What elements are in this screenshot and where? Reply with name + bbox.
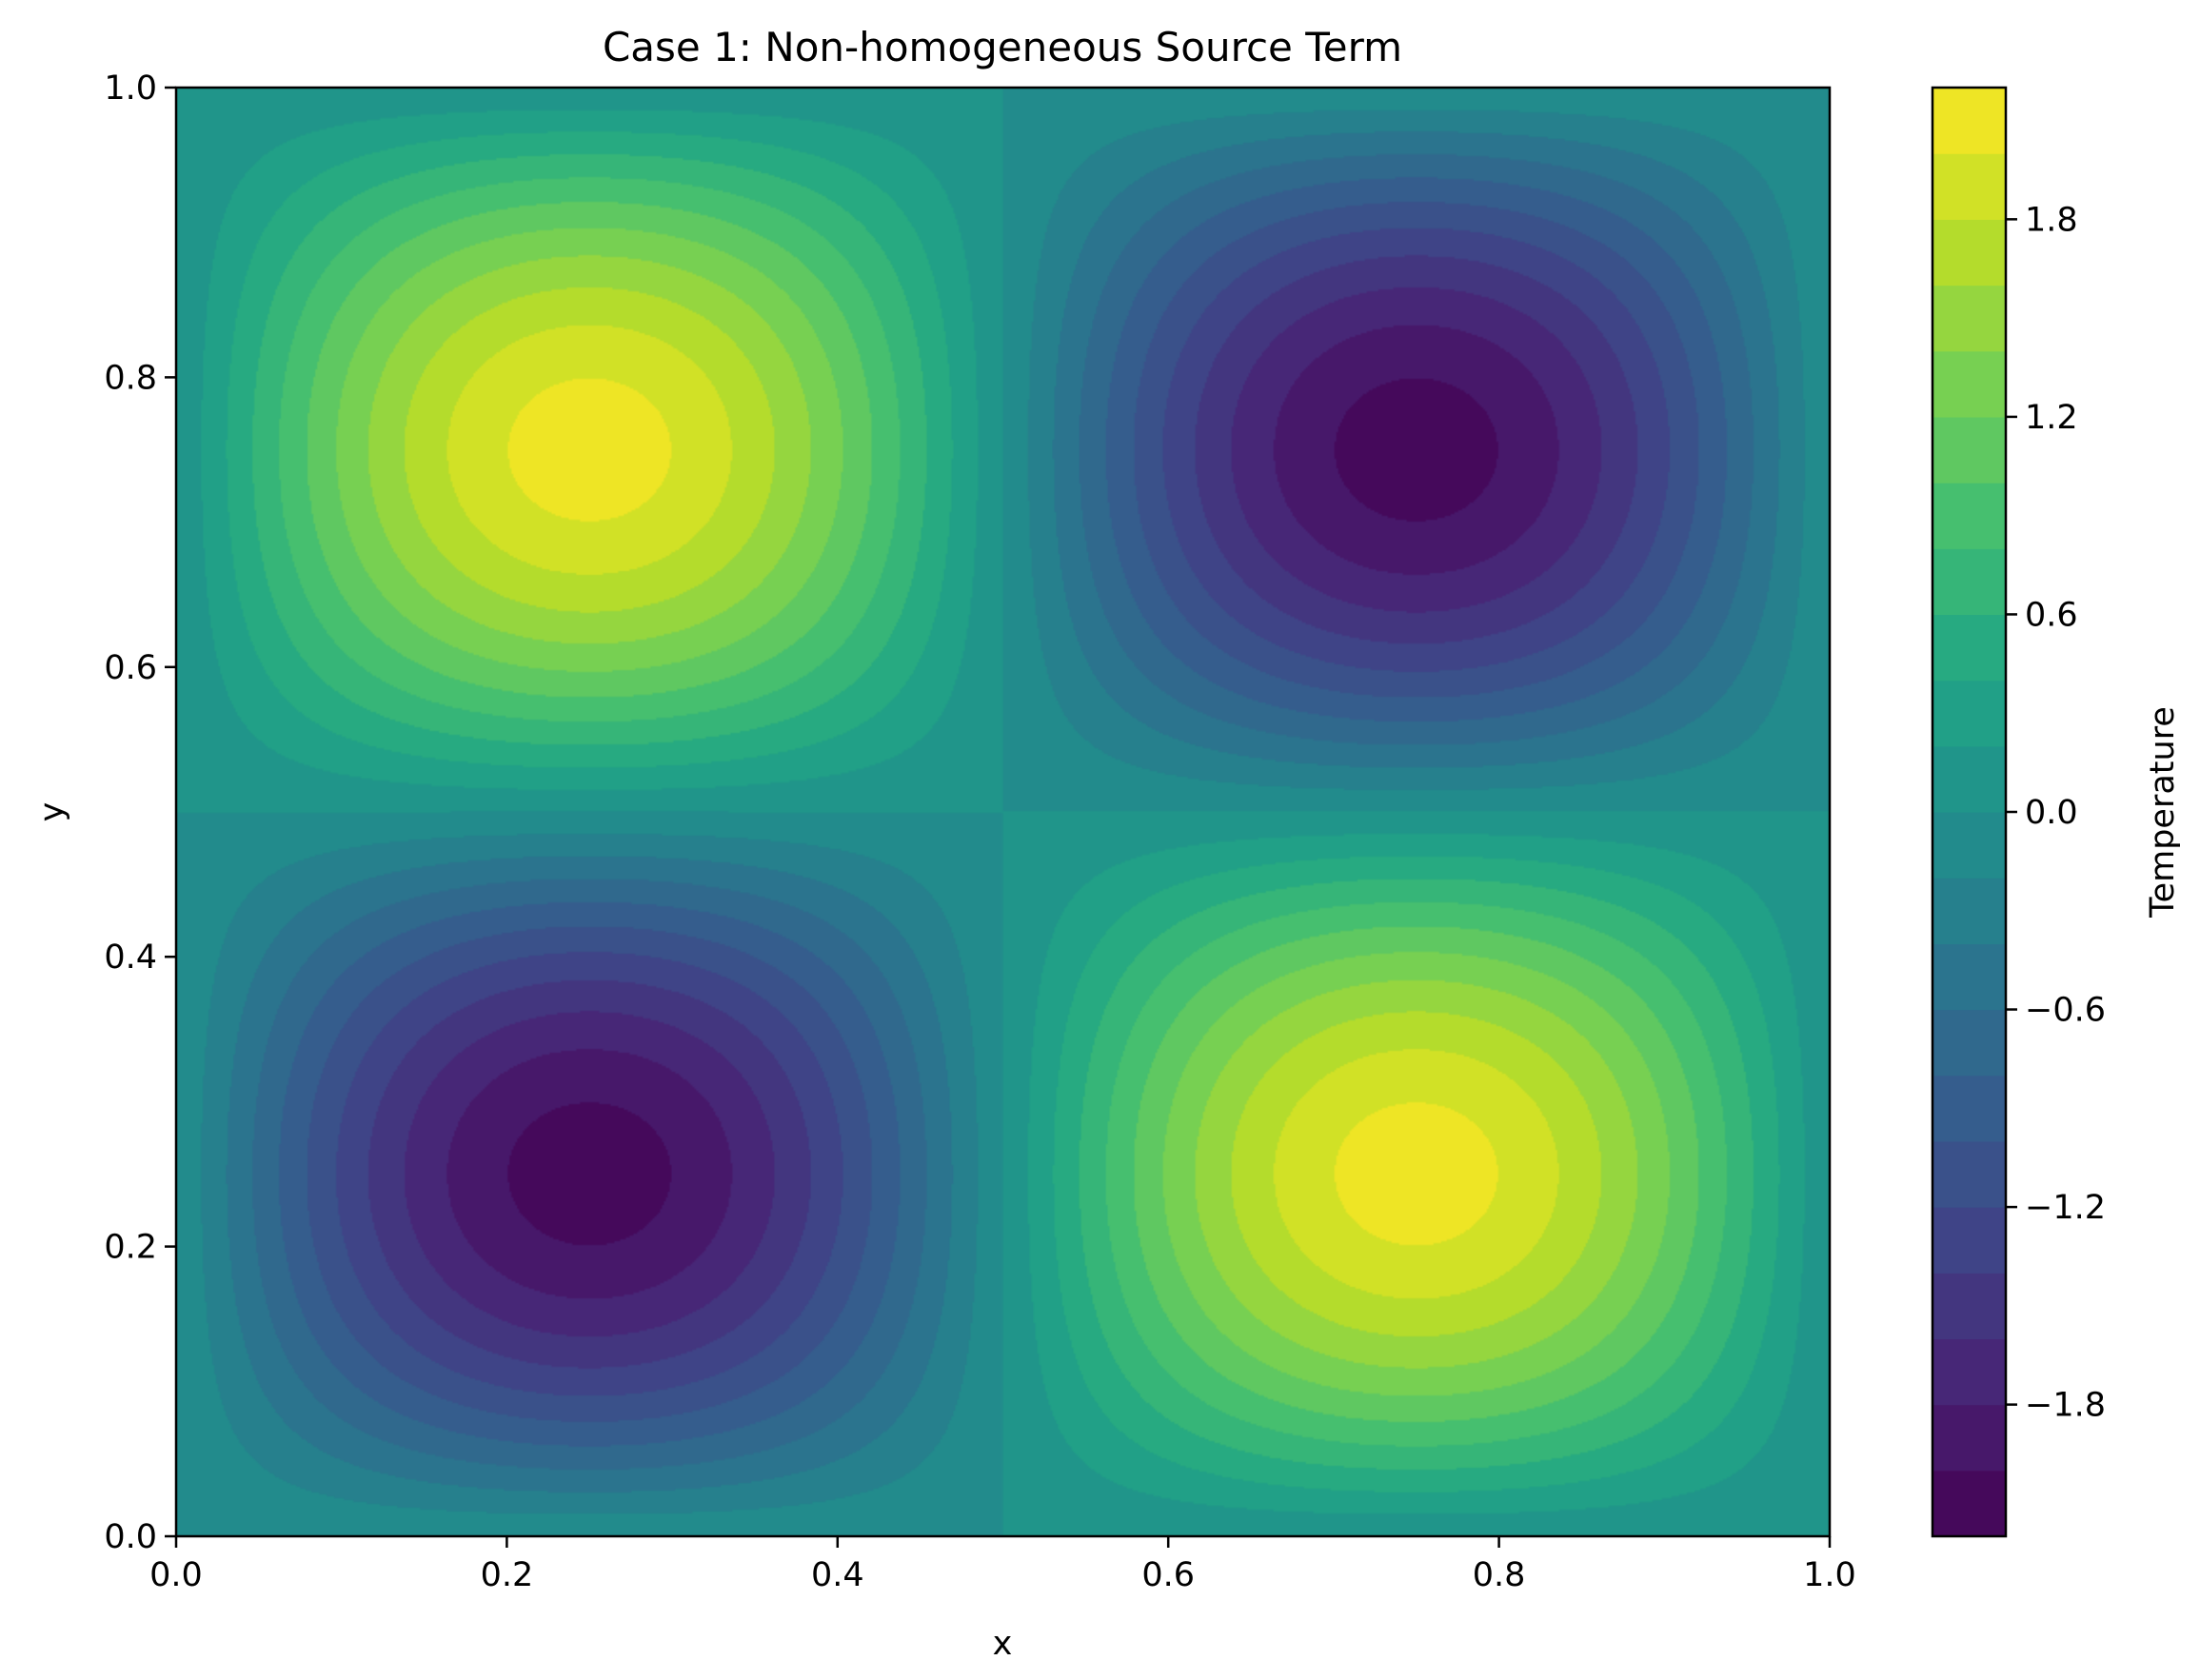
colorbar-label: Temperature xyxy=(2144,706,2182,919)
colorbar-tick-label: −0.6 xyxy=(2025,992,2106,1030)
y-axis: 0.0 0.2 0.4 0.6 0.8 1.0 xyxy=(104,69,176,1556)
colorbar-tick-label: −1.2 xyxy=(2025,1189,2106,1227)
colorbar-tick-label: 0.0 xyxy=(2025,794,2078,832)
plot-frame xyxy=(174,86,1832,1538)
x-tick-label: 1.0 xyxy=(1803,1556,1856,1594)
x-axis-label: x xyxy=(993,1625,1013,1663)
x-tick-label: 0.6 xyxy=(1141,1556,1195,1594)
x-tick-label: 0.2 xyxy=(481,1556,534,1594)
colorbar-frame xyxy=(1931,86,2008,1538)
y-tick-label: 0.8 xyxy=(104,359,157,397)
colorbar-band xyxy=(1932,350,2006,418)
colorbar-band xyxy=(1932,1470,2006,1537)
colorbar-band xyxy=(1932,548,2006,616)
colorbar-band xyxy=(1932,1075,2006,1142)
colorbar-band xyxy=(1932,285,2006,352)
colorbar-tick-label: 1.2 xyxy=(2025,399,2078,437)
y-tick-label: 0.2 xyxy=(104,1229,157,1267)
colorbar-band xyxy=(1932,680,2006,747)
x-tick-label: 0.4 xyxy=(811,1556,864,1594)
colorbar-band xyxy=(1932,483,2006,549)
x-tick-label: 0.0 xyxy=(149,1556,203,1594)
colorbar-band xyxy=(1932,1338,2006,1406)
colorbar-band xyxy=(1932,943,2006,1011)
chart-title: Case 1: Non-homogeneous Source Term xyxy=(603,24,1402,70)
colorbar-band xyxy=(1932,1207,2006,1274)
y-tick-label: 0.4 xyxy=(104,939,157,977)
colorbar-band xyxy=(1932,219,2006,287)
colorbar xyxy=(1932,88,2006,1537)
y-axis-label: y xyxy=(33,802,71,822)
colorbar-band xyxy=(1932,1273,2006,1340)
y-tick-label: 0.6 xyxy=(104,649,157,687)
colorbar-axis: −1.8 −1.2 −0.6 0.0 0.6 1.2 1.8 xyxy=(2006,201,2106,1425)
colorbar-band xyxy=(1932,614,2006,682)
colorbar-tick-label: −1.8 xyxy=(2025,1387,2106,1425)
colorbar-band xyxy=(1932,1140,2006,1208)
colorbar-tick-label: 1.8 xyxy=(2025,201,2078,239)
colorbar-band xyxy=(1932,416,2006,484)
contour-field xyxy=(176,88,1830,1536)
x-tick-label: 0.8 xyxy=(1473,1556,1526,1594)
colorbar-band xyxy=(1932,745,2006,813)
y-tick-label: 0.0 xyxy=(104,1518,157,1556)
colorbar-tick-label: 0.6 xyxy=(2025,596,2078,634)
colorbar-band xyxy=(1932,1404,2006,1472)
colorbar-band xyxy=(1932,153,2006,220)
colorbar-band xyxy=(1932,878,2006,944)
colorbar-band xyxy=(1932,812,2006,879)
colorbar-band xyxy=(1932,1009,2006,1077)
y-tick-label: 1.0 xyxy=(104,69,157,108)
x-axis: 0.0 0.2 0.4 0.6 0.8 1.0 xyxy=(149,1536,1856,1594)
colorbar-band xyxy=(1932,88,2006,154)
